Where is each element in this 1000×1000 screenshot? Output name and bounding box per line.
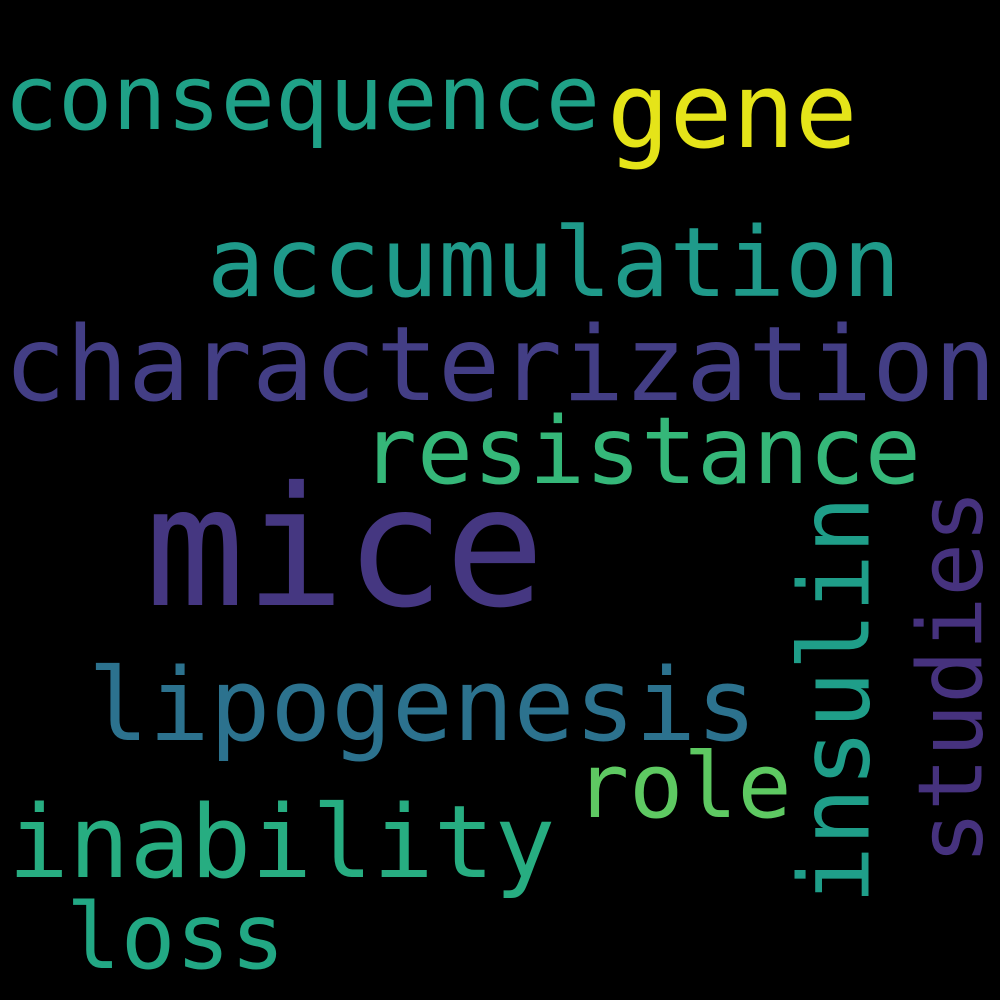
word-characterization: characterization: [4, 305, 997, 425]
word-mice: mice: [145, 452, 545, 645]
word-inability: inability: [8, 783, 556, 901]
word-loss: loss: [66, 885, 286, 990]
word-insulin: insulin: [778, 495, 892, 905]
word-lipogenesis: lipogenesis: [88, 646, 757, 764]
word-accumulation: accumulation: [207, 207, 901, 319]
word-consequence: consequence: [4, 46, 601, 151]
word-role: role: [575, 734, 792, 839]
word-gene: gene: [607, 50, 858, 172]
word-studies: studies: [898, 489, 1000, 865]
word-resistance: resistance: [361, 397, 921, 505]
